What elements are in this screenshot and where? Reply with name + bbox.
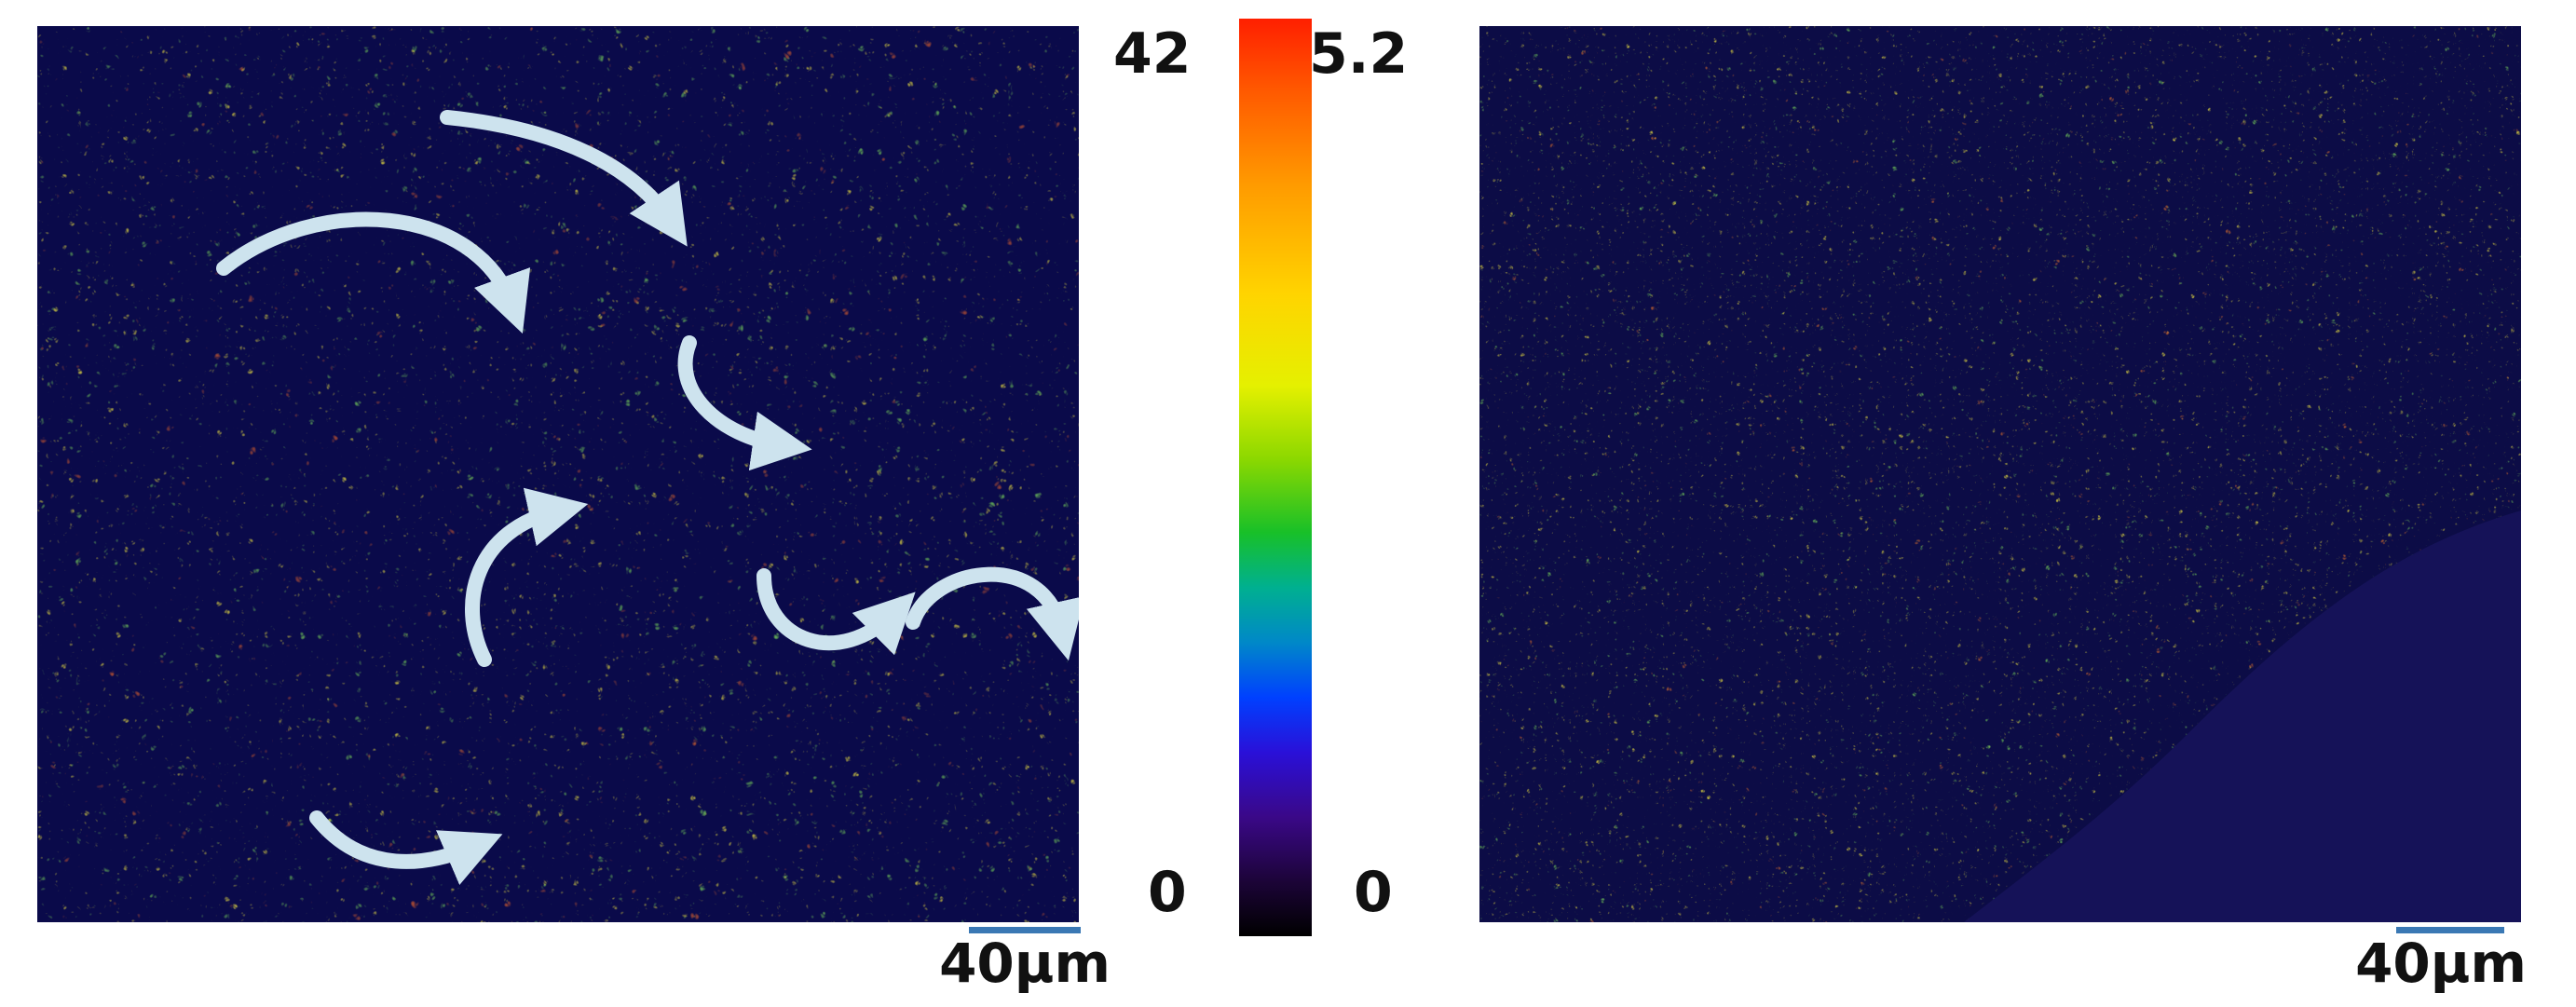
left-heatmap-image xyxy=(37,26,1079,922)
right-heatmap-image xyxy=(1479,26,2521,922)
right-colorbar-max-label: 5.2 xyxy=(1309,21,1409,87)
left-colorbar-min-label: 0 xyxy=(1148,860,1187,925)
right-scale-bar-line xyxy=(2396,927,2504,933)
left-colorbar-max-label: 42 xyxy=(1113,21,1192,87)
left-scale-bar-label: 40μm xyxy=(939,932,1111,995)
right-scale-bar-label: 40μm xyxy=(2355,932,2527,995)
left-heatmap-panel xyxy=(37,26,1079,922)
right-heatmap-panel xyxy=(1479,26,2521,922)
left-scale-bar: 40μm xyxy=(922,927,1127,991)
right-scale-bar: 40μm xyxy=(2338,927,2543,991)
right-colorbar-min-label: 0 xyxy=(1354,860,1393,925)
left-scale-bar-line xyxy=(969,927,1081,933)
flow-arrows xyxy=(216,110,1079,886)
colorbar xyxy=(1239,19,1312,936)
